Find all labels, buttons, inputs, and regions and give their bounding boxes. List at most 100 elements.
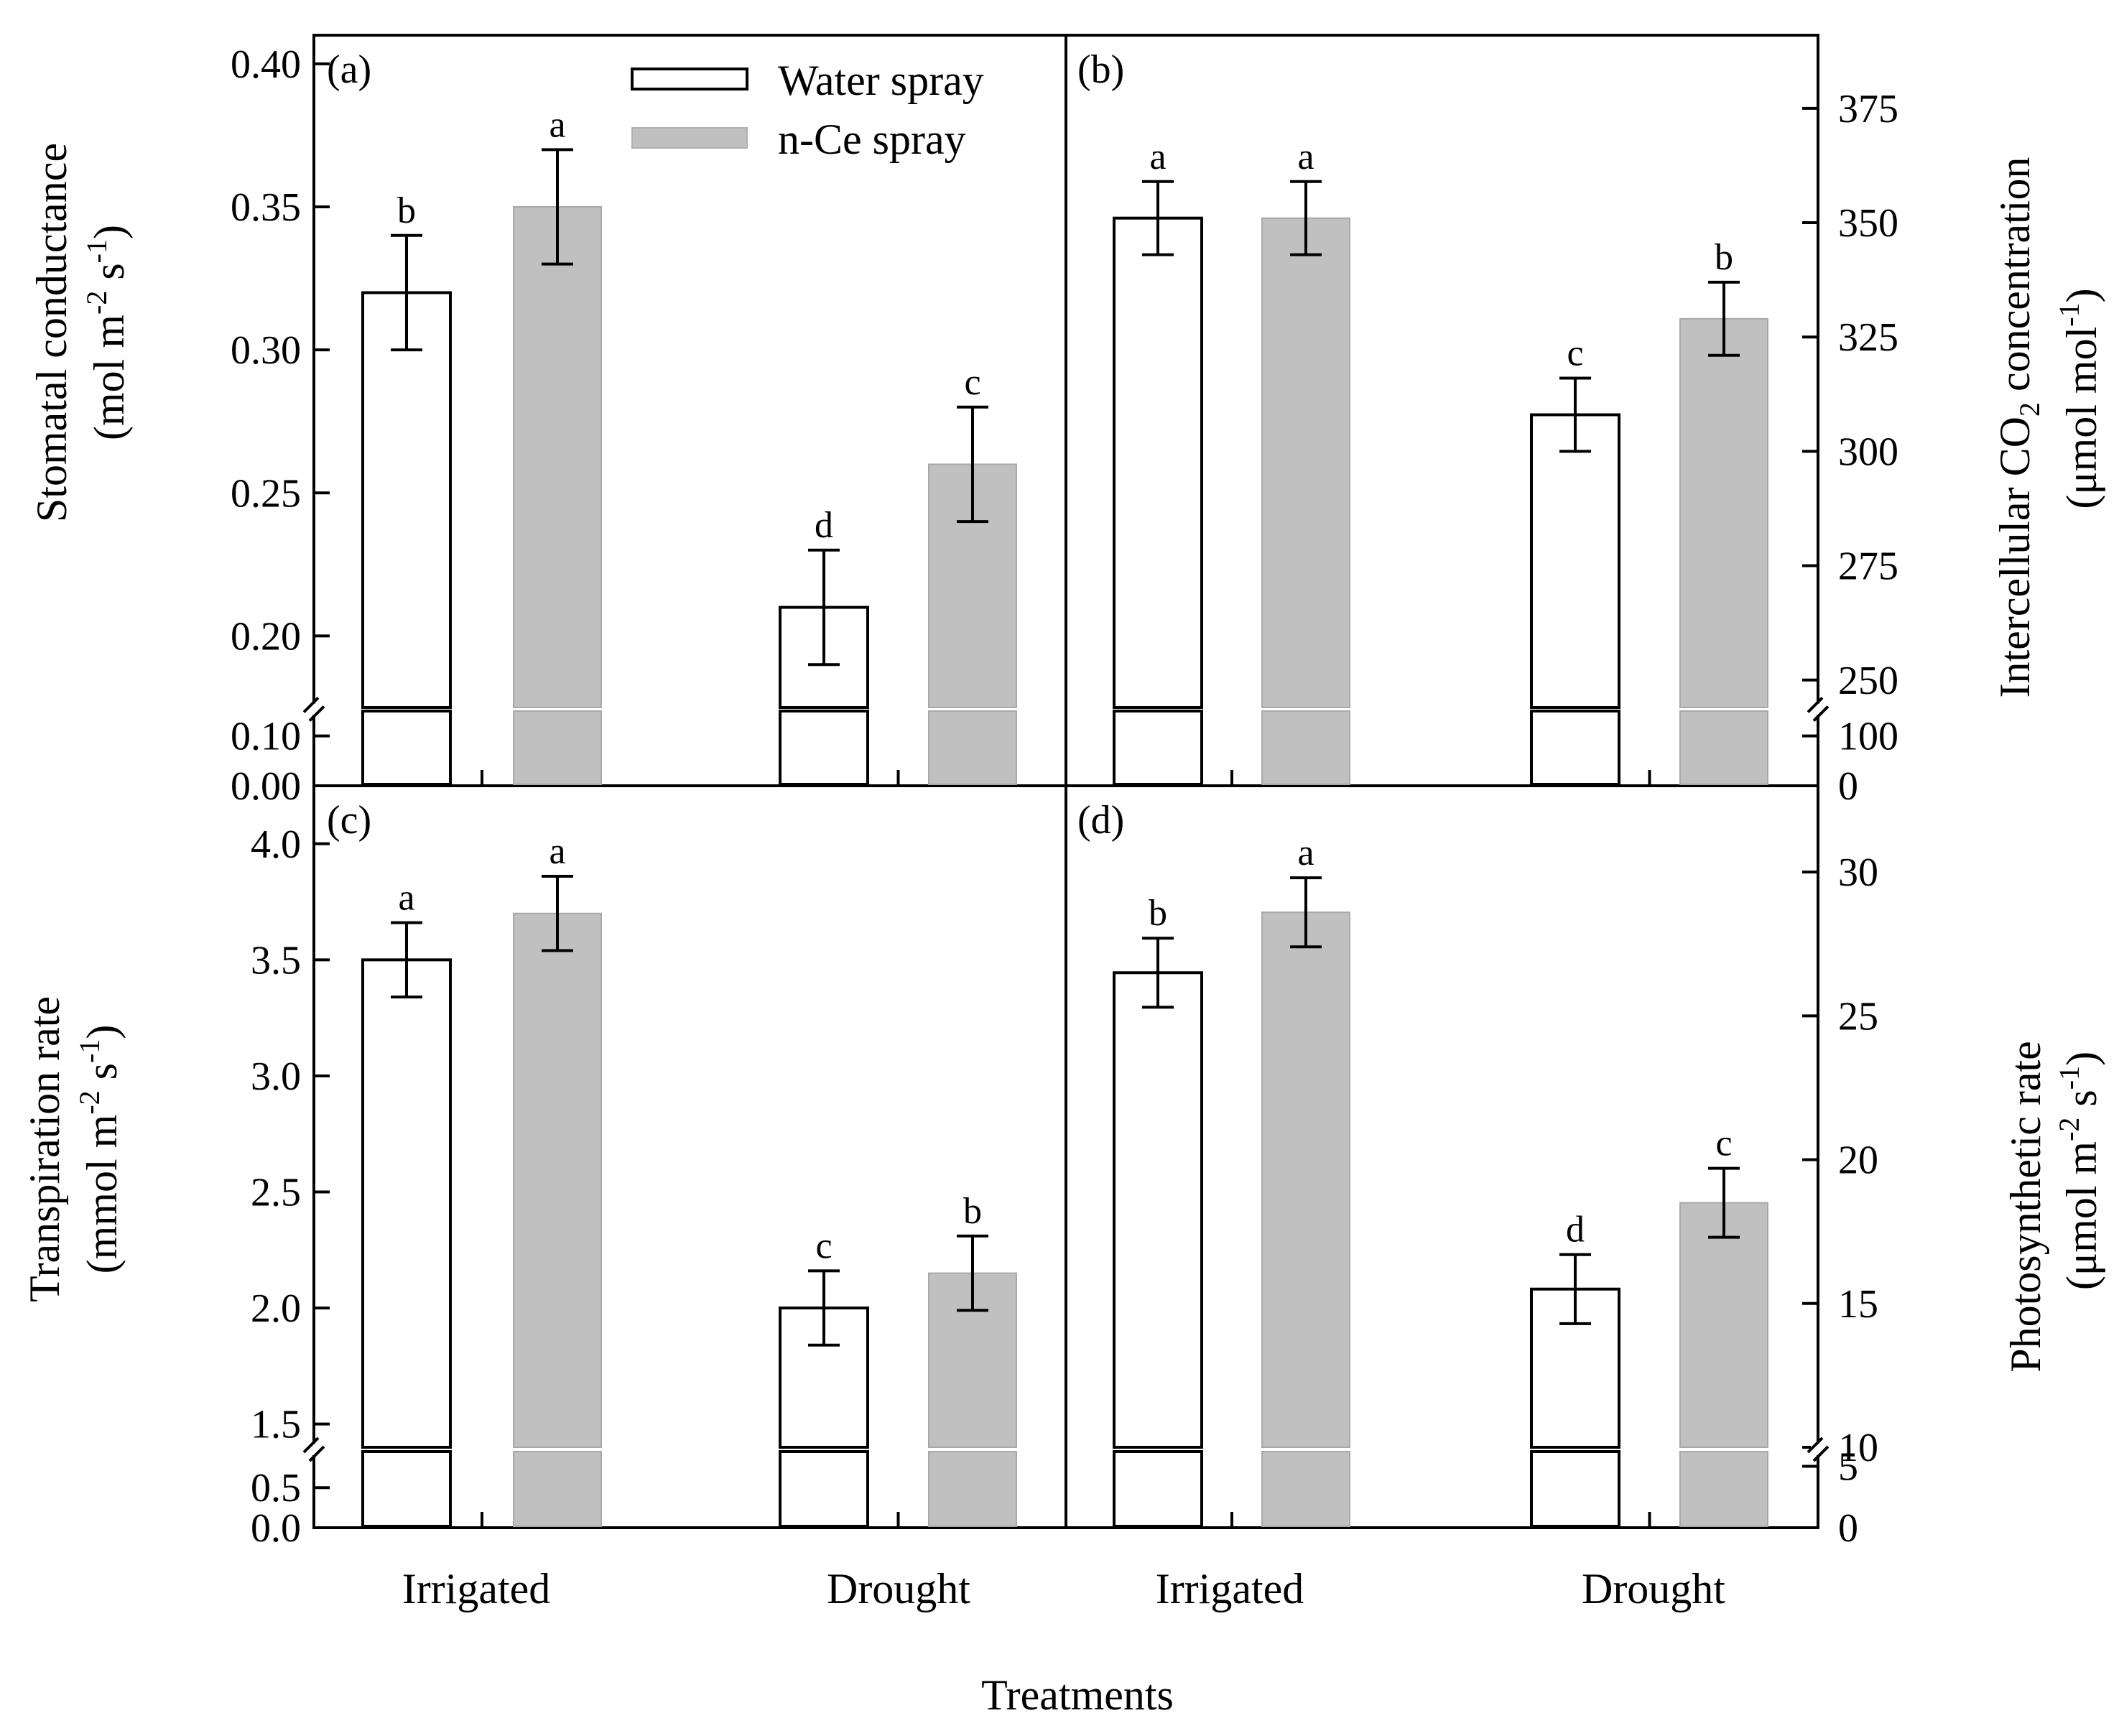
bar-lower-a-drought-water <box>779 710 869 786</box>
sig-letter-a-drought-nce: c <box>964 362 980 403</box>
y-axis-title-a: Stomatal conductance <box>28 143 75 522</box>
y-tick-label-a-2: 0.30 <box>231 328 301 373</box>
bar-lower-b-irrigated-water <box>1113 710 1203 786</box>
y-tick-label-c-2: 2.5 <box>251 1171 301 1215</box>
bar-lower-a-irrigated-water <box>361 710 452 786</box>
y-axis-title-c: Transpiration rate <box>21 996 68 1302</box>
y-tick-label-c-5: 4.0 <box>251 822 301 867</box>
y-break-tick-label-b-1: 100 <box>1838 715 1898 759</box>
y-axis-units-a: (mol m-2 s-1) <box>80 225 133 440</box>
bar-lower-c-drought-water <box>779 1450 869 1528</box>
y-tick-label-b-2: 300 <box>1838 430 1898 474</box>
y-axis-title-d: Photosynthetic rate <box>2002 1041 2049 1373</box>
axis-break-mark-1-c <box>302 1436 320 1454</box>
sig-letter-b-irrigated-nce: a <box>1297 136 1314 177</box>
y-tick-label-c-4: 3.5 <box>251 938 301 983</box>
bar-lower-a-irrigated-nce <box>513 710 602 785</box>
bar-lower-c-drought-nce <box>928 1451 1017 1527</box>
sig-letter-d-drought-nce: c <box>1715 1123 1732 1164</box>
bar-b-irrigated-nce <box>1261 217 1350 709</box>
legend-swatch-nce <box>631 127 748 149</box>
panel-label-b: (b) <box>1077 47 1124 92</box>
legend-label-nce: n-Ce spray <box>778 116 966 163</box>
bar-lower-b-drought-nce <box>1679 710 1768 785</box>
y-break-tick-label-c-0: 0.0 <box>251 1506 301 1551</box>
y-tick-label-a-3: 0.35 <box>231 185 301 230</box>
sig-letter-d-drought-water: d <box>1566 1210 1585 1250</box>
y-tick-label-c-0: 1.5 <box>251 1403 301 1447</box>
bar-lower-a-drought-nce <box>928 710 1017 785</box>
legend-label-water: Water spray <box>778 57 984 104</box>
y-tick-label-a-4: 0.40 <box>231 42 301 87</box>
y-tick-label-c-3: 3.0 <box>251 1054 301 1099</box>
y-axis-units-c: (mmol m-2 s-1) <box>73 1025 126 1274</box>
x-category-drought-left: Drought <box>827 1565 970 1612</box>
y-tick-label-b-1: 275 <box>1838 544 1898 589</box>
bar-b-irrigated-water <box>1113 216 1203 710</box>
bar-lower-b-drought-water <box>1530 710 1620 786</box>
axis-break-mark-2-a <box>308 705 325 722</box>
bar-lower-d-irrigated-nce <box>1261 1451 1350 1527</box>
bar-lower-c-irrigated-water <box>361 1450 452 1528</box>
y-axis-title-b: Intercellular CO2 concentration <box>1991 157 2046 697</box>
sig-letter-b-irrigated-water: a <box>1149 136 1166 177</box>
bar-a-irrigated-water <box>361 291 452 709</box>
bar-c-irrigated-water <box>361 958 452 1449</box>
panel-d-frame <box>1065 784 1819 1529</box>
y-tick-label-b-3: 325 <box>1838 315 1898 360</box>
bar-b-drought-nce <box>1679 317 1768 708</box>
legend: Water spray n-Ce spray <box>631 57 984 163</box>
bar-b-drought-water <box>1530 413 1620 709</box>
sig-letter-a-irrigated-water: b <box>397 190 416 231</box>
sig-letter-c-drought-water: c <box>815 1225 832 1266</box>
y-tick-label-c-1: 2.0 <box>251 1286 301 1331</box>
bar-d-irrigated-nce <box>1261 911 1350 1448</box>
y-tick-label-a-1: 0.25 <box>231 471 301 516</box>
y-tick-label-d-4: 30 <box>1838 850 1878 895</box>
axis-break-mark-2-d <box>1812 1445 1829 1462</box>
bar-a-irrigated-nce <box>513 205 602 709</box>
sig-letter-d-irrigated-water: b <box>1149 893 1167 934</box>
bar-lower-c-irrigated-nce <box>513 1451 602 1527</box>
bar-lower-b-irrigated-nce <box>1261 710 1350 785</box>
sig-letter-b-drought-water: c <box>1567 333 1583 374</box>
x-axis-title: Treatments <box>981 1671 1174 1719</box>
y-tick-label-d-1: 15 <box>1838 1282 1878 1327</box>
x-category-irrigated-right: Irrigated <box>1156 1565 1304 1612</box>
y-break-tick-label-a-0: 0.00 <box>231 764 301 809</box>
x-category-drought-right: Drought <box>1582 1565 1725 1612</box>
y-axis-units-b: (μmol mol-1) <box>2053 288 2105 509</box>
bar-d-irrigated-water <box>1113 971 1203 1449</box>
panel-frames <box>312 34 1819 1529</box>
y-tick-label-b-4: 350 <box>1838 201 1898 246</box>
bar-lower-d-drought-water <box>1530 1450 1620 1528</box>
plot-layer: (a)bdac0.200.250.300.350.400.000.10(b)ac… <box>231 42 1898 1551</box>
y-break-tick-label-a-1: 0.10 <box>231 715 301 759</box>
panel-label-a: (a) <box>327 47 371 92</box>
y-break-tick-label-b-0: 0 <box>1838 764 1858 809</box>
panel-label-c: (c) <box>327 798 371 843</box>
sig-letter-d-irrigated-nce: a <box>1297 832 1314 873</box>
legend-swatch-water <box>631 68 748 90</box>
sig-letter-c-irrigated-nce: a <box>549 831 565 872</box>
sig-letter-a-irrigated-nce: a <box>549 104 565 145</box>
bar-d-drought-nce <box>1679 1202 1768 1449</box>
y-break-tick-label-d-1: 5 <box>1838 1445 1858 1490</box>
axis-break-mark-1-d <box>1807 1436 1824 1454</box>
y-break-tick-label-d-0: 0 <box>1838 1506 1858 1551</box>
bar-c-irrigated-nce <box>513 912 602 1448</box>
bar-lower-d-drought-nce <box>1679 1451 1768 1527</box>
axis-break-mark-2-c <box>308 1445 325 1462</box>
y-tick-label-b-5: 375 <box>1838 87 1898 131</box>
axis-break-mark-2-b <box>1812 705 1829 722</box>
y-axis-units-d: (μmol m-2 s-1) <box>2053 1052 2105 1290</box>
y-tick-label-a-0: 0.20 <box>231 614 301 659</box>
axis-break-mark-1-a <box>302 697 320 713</box>
y-break-tick-label-c-1: 0.5 <box>251 1466 301 1510</box>
x-category-irrigated-left: Irrigated <box>402 1565 551 1612</box>
sig-letter-c-irrigated-water: a <box>398 878 414 919</box>
sig-letter-a-drought-water: d <box>815 505 833 546</box>
sig-letter-b-drought-nce: b <box>1715 237 1733 278</box>
